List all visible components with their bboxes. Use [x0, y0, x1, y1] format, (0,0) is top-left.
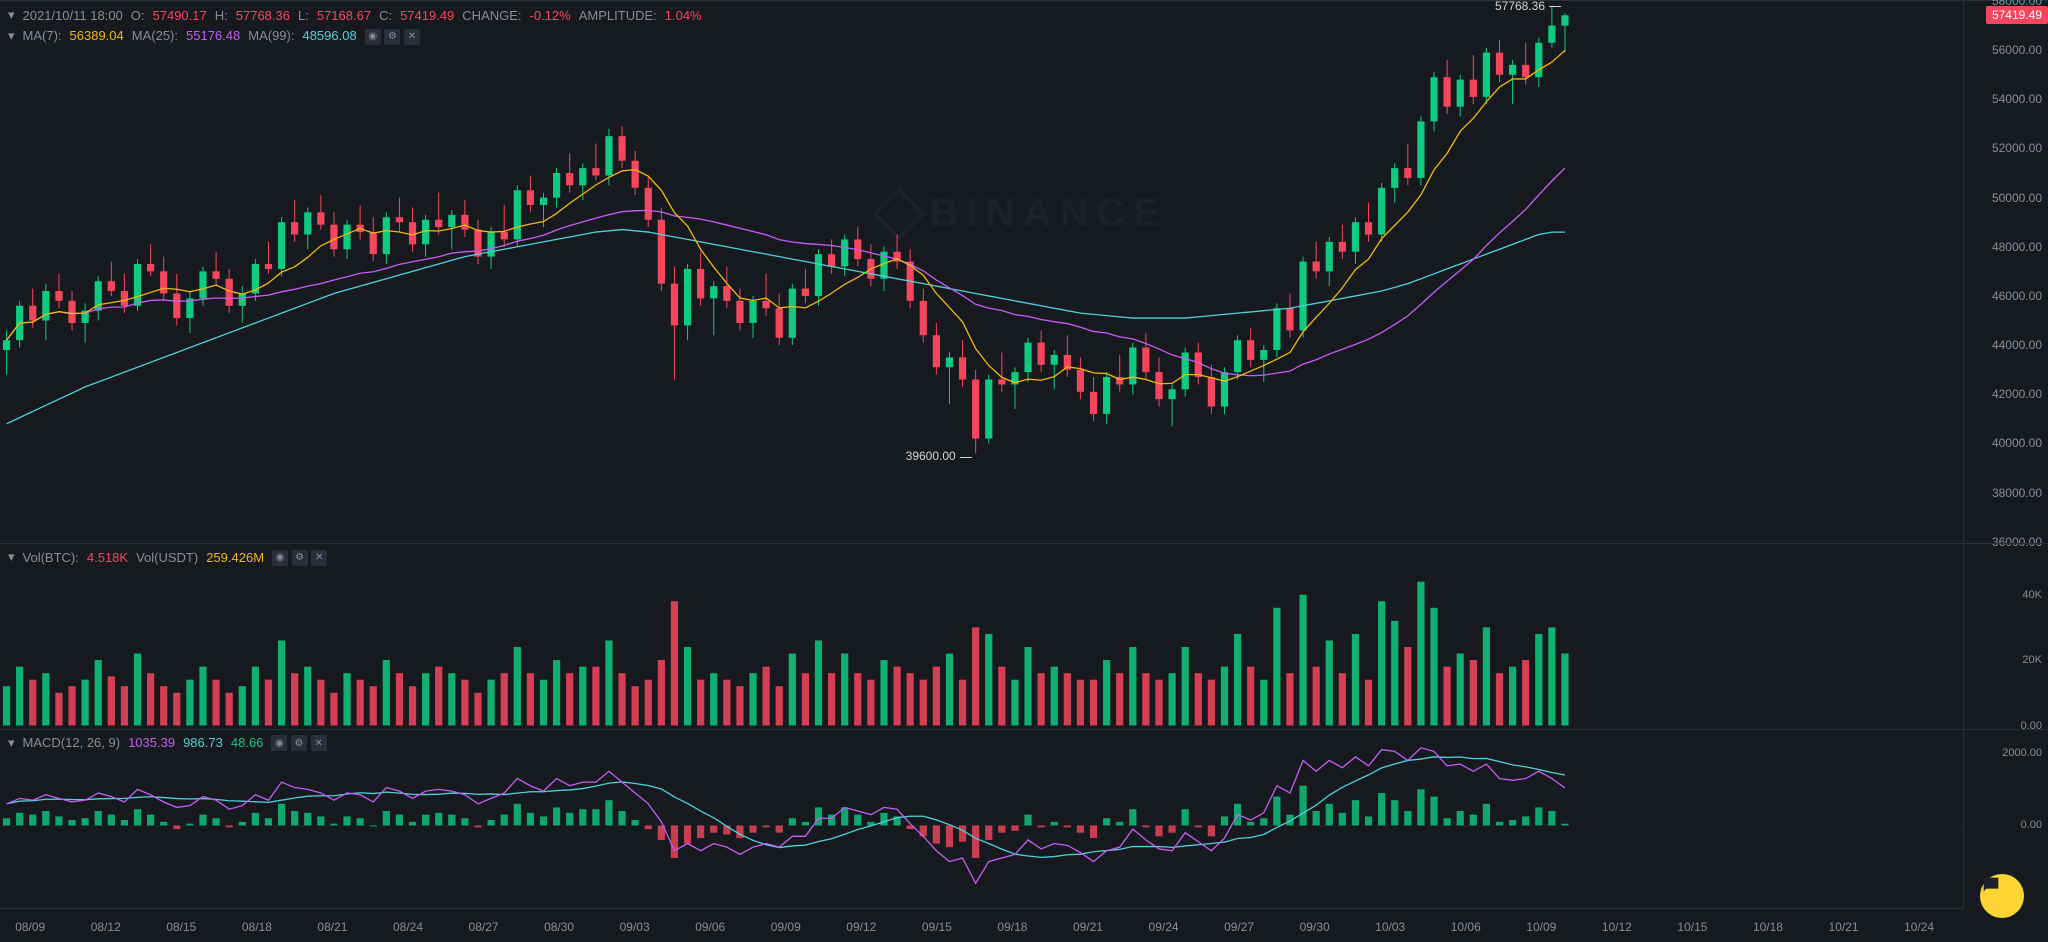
xaxis-tick: 09/30 — [1300, 920, 1330, 934]
price-chart-panel[interactable]: ▾ 2021/10/11 18:00 O: 57490.17 H: 57768.36… — [0, 0, 2048, 542]
ohlc-h-label: H: — [215, 8, 228, 23]
indicator-close-icon[interactable]: ✕ — [311, 550, 327, 566]
yaxis-tick: 46000.00 — [1992, 289, 2042, 303]
indicator-close-icon[interactable]: ✕ — [404, 29, 420, 45]
xaxis-tick: 10/09 — [1526, 920, 1556, 934]
vol-btc-value: 4.518K — [87, 550, 128, 565]
macd-chart-svg — [0, 730, 1964, 909]
macd-v1: 1035.39 — [128, 735, 175, 750]
xaxis-tick: 10/12 — [1602, 920, 1632, 934]
yaxis-tick: 50000.00 — [1992, 191, 2042, 205]
macd-legend: ▾ MACD(12, 26, 9) 1035.39 986.73 48.66 ◉… — [8, 734, 327, 752]
ohlc-timestamp: 2021/10/11 18:00 — [23, 8, 123, 23]
xaxis-tick: 09/09 — [771, 920, 801, 934]
xaxis-tick: 10/15 — [1677, 920, 1707, 934]
xaxis-tick: 08/30 — [544, 920, 574, 934]
yaxis-tick: 2000.00 — [2002, 747, 2042, 759]
ohlc-l-label: L: — [298, 8, 309, 23]
yaxis-tick: 42000.00 — [1992, 387, 2042, 401]
yaxis-tick: 38000.00 — [1992, 486, 2042, 500]
yaxis-tick: 0.00 — [2021, 819, 2042, 831]
ma7-label: MA(7): — [23, 28, 62, 43]
yaxis-tick: 20K — [2022, 654, 2042, 666]
collapse-icon[interactable]: ▾ — [8, 7, 15, 23]
xaxis-tick: 09/18 — [997, 920, 1027, 934]
xaxis-tick: 08/24 — [393, 920, 423, 934]
vol-usdt-label: Vol(USDT) — [136, 550, 198, 565]
macd-v2: 986.73 — [183, 735, 223, 750]
ma99-value: 48596.08 — [302, 28, 356, 43]
indicator-settings-icon[interactable]: ⚙ — [384, 29, 400, 45]
indicator-visibility-icon[interactable]: ◉ — [271, 735, 287, 751]
xaxis-tick: 10/03 — [1375, 920, 1405, 934]
xaxis-tick: 09/03 — [620, 920, 650, 934]
ohlc-l-value: 57168.67 — [317, 8, 371, 23]
yaxis-tick: 56000.00 — [1992, 43, 2042, 57]
ohlc-c-value: 57419.49 — [400, 8, 454, 23]
change-value: -0.12% — [530, 8, 571, 23]
yaxis-tick: 52000.00 — [1992, 141, 2042, 155]
yaxis-tick: 40000.00 — [1992, 436, 2042, 450]
collapse-icon[interactable]: ▾ — [8, 735, 15, 751]
indicator-close-icon[interactable]: ✕ — [311, 735, 327, 751]
price-chart-svg — [0, 1, 1964, 542]
collapse-icon[interactable]: ▾ — [8, 28, 15, 44]
xaxis-tick: 10/18 — [1753, 920, 1783, 934]
ma99-label: MA(99): — [248, 28, 294, 43]
xaxis-tick: 10/06 — [1451, 920, 1481, 934]
ohlc-o-label: O: — [131, 8, 145, 23]
yaxis-tick: 54000.00 — [1992, 92, 2042, 106]
yaxis-tick: 40K — [2022, 589, 2042, 601]
yaxis-tick: 48000.00 — [1992, 240, 2042, 254]
ohlc-h-value: 57768.36 — [236, 8, 290, 23]
amp-value: 1.04% — [665, 8, 702, 23]
xaxis-tick: 08/09 — [15, 920, 45, 934]
ma25-label: MA(25): — [132, 28, 178, 43]
volume-legend: ▾ Vol(BTC):4.518K Vol(USDT)259.426M ◉ ⚙ … — [8, 548, 327, 566]
xaxis-tick: 09/21 — [1073, 920, 1103, 934]
high-annotation: 57768.36 — [1495, 0, 1561, 13]
amp-label: AMPLITUDE: — [579, 8, 657, 23]
price-yaxis[interactable]: 36000.0038000.0040000.0042000.0044000.00… — [1963, 1, 2048, 542]
macd-v3: 48.66 — [231, 735, 264, 750]
vol-btc-label: Vol(BTC): — [23, 550, 79, 565]
xaxis-tick: 09/27 — [1224, 920, 1254, 934]
xaxis-tick: 10/21 — [1829, 920, 1859, 934]
xaxis-tick: 09/15 — [922, 920, 952, 934]
indicator-settings-icon[interactable]: ⚙ — [291, 735, 307, 751]
xaxis-tick: 09/12 — [846, 920, 876, 934]
xaxis-tick: 08/12 — [91, 920, 121, 934]
xaxis-tick: 08/27 — [469, 920, 499, 934]
time-xaxis[interactable]: 08/09 08/12 08/15 08/18 08/21 08/24 08/27 08/30… — [0, 908, 1964, 938]
indicator-visibility-icon[interactable]: ◉ — [272, 550, 288, 566]
macd-title: MACD(12, 26, 9) — [23, 735, 121, 750]
xaxis-tick: 10/24 — [1904, 920, 1934, 934]
xaxis-tick: 09/24 — [1149, 920, 1179, 934]
ohlc-o-value: 57490.17 — [153, 8, 207, 23]
chat-fab[interactable] — [1980, 874, 2024, 918]
low-annotation: 39600.00 — [906, 449, 972, 463]
change-label: CHANGE: — [462, 8, 521, 23]
xaxis-tick: 09/06 — [695, 920, 725, 934]
ohlc-legend: ▾ 2021/10/11 18:00 O: 57490.17 H: 57768.36… — [8, 7, 702, 23]
indicator-visibility-icon[interactable]: ◉ — [365, 29, 381, 45]
xaxis-tick: 08/21 — [317, 920, 347, 934]
volume-panel[interactable]: ▾ Vol(BTC):4.518K Vol(USDT)259.426M ◉ ⚙ … — [0, 543, 2048, 729]
volume-yaxis[interactable]: 0.0020K40K — [1963, 544, 2048, 729]
xaxis-tick: 08/18 — [242, 920, 272, 934]
ma25-value: 55176.48 — [186, 28, 240, 43]
indicator-settings-icon[interactable]: ⚙ — [292, 550, 308, 566]
volume-chart-svg — [0, 544, 1964, 729]
ma7-value: 56389.04 — [70, 28, 124, 43]
ma-legend: ▾ MA(7): 56389.04 MA(25): 55176.48 MA(99):… — [8, 27, 420, 45]
vol-usdt-value: 259.426M — [206, 550, 264, 565]
ohlc-c-label: C: — [379, 8, 392, 23]
last-price-tag: 57419.49 — [1986, 6, 2048, 24]
yaxis-tick: 44000.00 — [1992, 338, 2042, 352]
macd-panel[interactable]: ▾ MACD(12, 26, 9) 1035.39 986.73 48.66 ◉… — [0, 729, 2048, 909]
chat-icon — [1980, 874, 2002, 896]
collapse-icon[interactable]: ▾ — [8, 549, 15, 565]
xaxis-tick: 08/15 — [166, 920, 196, 934]
